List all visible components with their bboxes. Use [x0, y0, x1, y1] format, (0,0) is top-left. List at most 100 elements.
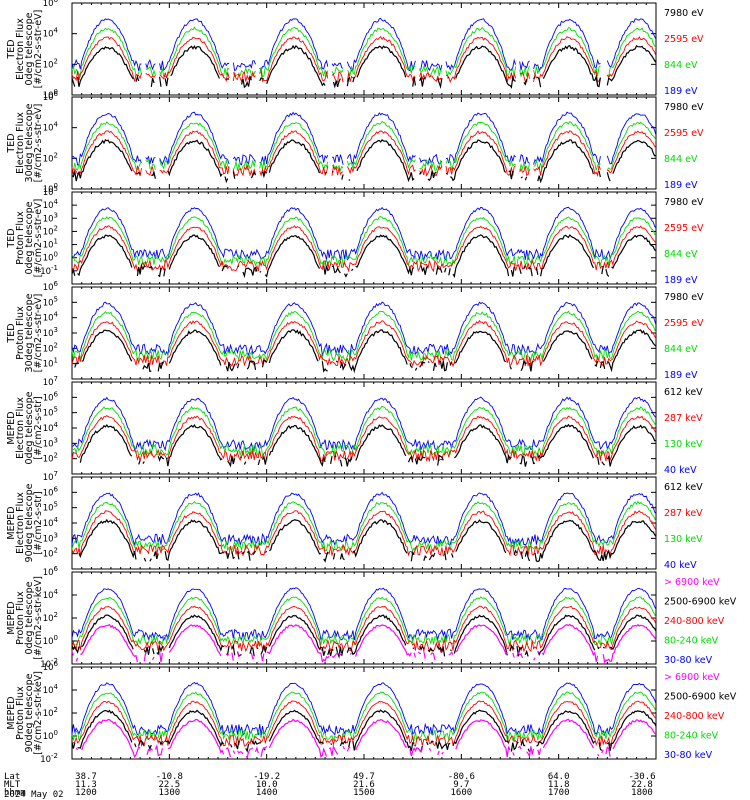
- y-tick-label: 103: [43, 436, 58, 449]
- panel-ylabel-line: Proton Flux: [15, 591, 26, 645]
- panel-ylabel-line: MEPED: [6, 696, 17, 729]
- series-trace: [71, 681, 657, 737]
- series-trace: [71, 700, 657, 748]
- panel-ylabel-line: Electron Flux: [15, 112, 26, 174]
- panel-ylabel-line: 30deg telescope: [24, 293, 35, 372]
- panel-ylabel-line: [#/cm2-s-str-keV]: [33, 671, 44, 755]
- panel-ylabel-line: [#/cm2-s-str-eV]: [33, 199, 44, 278]
- series-trace: [71, 111, 657, 166]
- panel-frame: [71, 666, 657, 760]
- footer-row-label: MLT: [4, 780, 21, 790]
- panel-ylabel-line: MEPED: [6, 506, 17, 539]
- panel-ylabel-line: [#/cm2-s-str-keV]: [33, 576, 44, 660]
- panel-ylabel-line: 0deg telescope: [24, 391, 35, 464]
- y-tick-label: 102: [43, 341, 58, 354]
- legend-entry: 7980 eV: [664, 197, 704, 208]
- series-trace: [71, 405, 657, 457]
- y-tick-label: 104: [43, 198, 59, 211]
- footer-hhmm-value: 1200: [75, 788, 97, 798]
- legend-entry: 612 keV: [664, 482, 703, 493]
- series-trace: [78, 518, 657, 563]
- panel-ylabel-line: TED: [6, 228, 17, 248]
- y-tick-label: 102: [43, 57, 58, 70]
- legend-entry: 2595 eV: [664, 128, 704, 139]
- legend-entry: 7980 eV: [664, 8, 704, 19]
- legend-entry: > 6900 keV: [664, 577, 720, 588]
- y-tick-label: 104: [43, 516, 59, 529]
- y-tick-label: 105: [43, 185, 58, 198]
- panel-frame: [71, 2, 657, 96]
- series-trace: [71, 510, 657, 557]
- legend-entry: 40 keV: [664, 560, 697, 571]
- series-trace: [71, 596, 657, 647]
- footer-mlt-value: 9.7: [453, 780, 469, 790]
- panel-ylabel-line: TED: [6, 133, 17, 153]
- series-trace: [71, 44, 657, 89]
- panel-ylabel-line: 30deg telescope: [24, 103, 35, 182]
- y-tick-label: 104: [43, 588, 59, 601]
- series-trace: [71, 310, 657, 363]
- y-tick-label: 103: [43, 531, 58, 544]
- legend-entry: 612 keV: [664, 387, 703, 398]
- y-tick-label: 105: [43, 295, 58, 308]
- legend-entry: 189 eV: [664, 86, 698, 97]
- footer-lat-value: 64.0: [548, 772, 570, 782]
- legend-entry: 30-80 keV: [664, 750, 713, 761]
- footer-hhmm-value: 1600: [450, 788, 472, 798]
- series-trace: [71, 18, 657, 73]
- series-trace: [71, 35, 657, 84]
- legend-entry: 189 eV: [664, 180, 698, 191]
- panel-ylabel-line: Electron Flux: [15, 18, 26, 80]
- series-trace: [71, 415, 657, 463]
- panel-ylabel-line: Electron Flux: [15, 492, 26, 554]
- footer-mlt-value: 11.3: [75, 780, 97, 790]
- y-tick-label: 102: [43, 452, 58, 465]
- panel-ylabel-line: 90deg telescope: [24, 483, 35, 562]
- legend-entry: 844 eV: [664, 249, 698, 260]
- panel-ylabel-line: MEPED: [6, 411, 17, 444]
- legend-entry: 287 keV: [664, 413, 703, 424]
- footer-mlt-value: 22.8: [631, 780, 653, 790]
- footer-hhmm-value: 1500: [353, 788, 375, 798]
- footer-lat-value: -10.8: [156, 772, 183, 782]
- series-trace: [71, 491, 657, 547]
- legend-entry: 130 keV: [664, 439, 703, 450]
- footer-hhmm-value: 1700: [548, 788, 570, 798]
- y-tick-label: 102: [43, 547, 58, 560]
- footer-hhmm-value: 1400: [256, 788, 278, 798]
- footer-mlt-value: 10.0: [256, 780, 278, 790]
- y-tick-label: 106: [43, 390, 59, 403]
- legend-entry: 287 keV: [664, 508, 703, 519]
- footer-row-label: Lat: [4, 772, 20, 782]
- panel-ylabel-line: TED: [6, 39, 17, 59]
- series-trace: [71, 605, 657, 653]
- y-tick-label: 104: [43, 683, 59, 696]
- legend-entry: 2500-6900 keV: [664, 597, 737, 608]
- footer-lat-value: -19.2: [253, 772, 280, 782]
- legend-entry: 2595 eV: [664, 318, 704, 329]
- panel-ylabel-line: [#/cm2-s-str-eV]: [33, 294, 44, 373]
- series-trace: [71, 614, 657, 659]
- series-trace: [71, 691, 657, 742]
- y-tick-label: 102: [43, 611, 58, 624]
- y-tick-label: 100: [43, 88, 58, 101]
- y-tick-label: 102: [43, 224, 58, 237]
- y-tick-label: 107: [43, 470, 58, 483]
- panel-ylabel-line: [#/cm2-s-str]: [33, 396, 44, 459]
- legend-entry: 844 eV: [664, 154, 698, 165]
- series-trace: [71, 396, 657, 452]
- footer-mlt-value: 11.8: [548, 780, 570, 790]
- panel-ylabel-line: TED: [6, 323, 17, 343]
- series-trace: [71, 121, 657, 173]
- legend-entry: 844 eV: [664, 344, 698, 355]
- y-tick-label: 106: [43, 0, 59, 9]
- legend-entry: 7980 eV: [664, 102, 704, 113]
- series-trace: [75, 718, 657, 759]
- y-tick-label: 103: [43, 326, 58, 339]
- series-trace: [71, 130, 657, 177]
